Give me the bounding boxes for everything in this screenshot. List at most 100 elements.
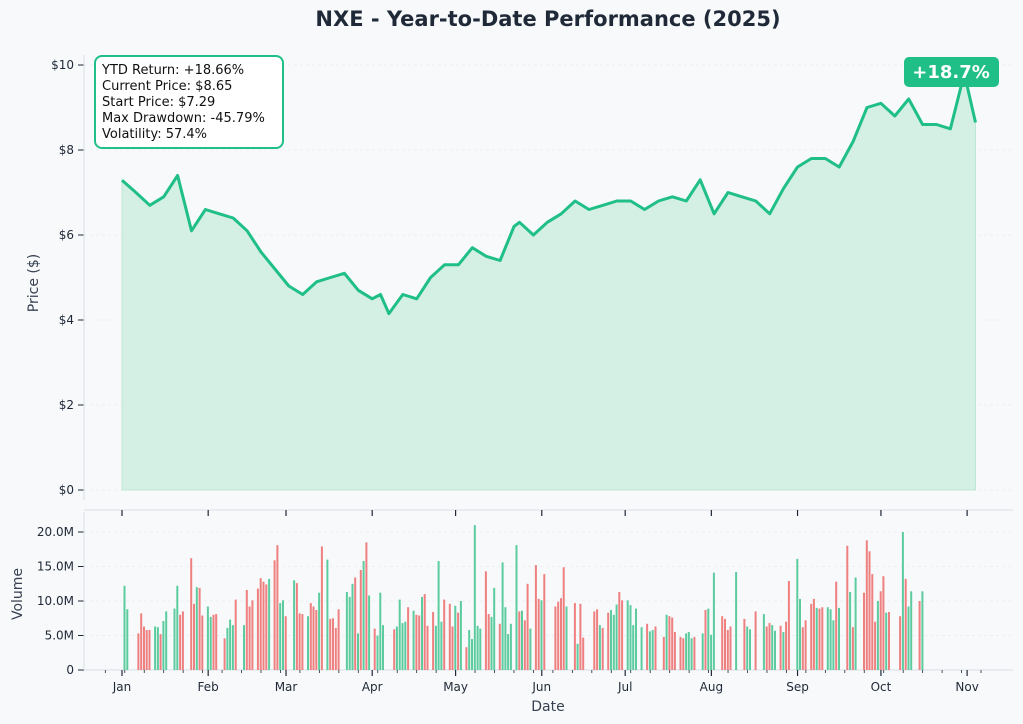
volume-bar <box>601 627 604 670</box>
volume-bar <box>229 619 232 670</box>
volume-bar <box>298 613 301 670</box>
chart-title: NXE - Year-to-Date Performance (2025) <box>315 7 780 31</box>
volume-bar <box>326 559 329 670</box>
volume-bar <box>398 599 401 670</box>
stats-max-drawdown: Max Drawdown: -45.79% <box>102 111 265 126</box>
volume-bar <box>376 635 379 670</box>
volume-bar <box>749 629 751 670</box>
volume-bar <box>243 625 245 670</box>
volume-bar <box>434 625 437 670</box>
volume-bar <box>209 616 212 670</box>
volume-bar <box>685 633 688 670</box>
volume-bar <box>401 623 404 670</box>
volume-bar <box>206 606 209 670</box>
price-tick-label: $0 <box>59 483 74 497</box>
volume-bar <box>871 574 874 670</box>
volume-y-axis-label: Volume <box>10 568 26 620</box>
volume-bar <box>473 525 476 670</box>
volume-bar <box>282 600 284 670</box>
volume-bar <box>821 607 824 670</box>
volume-bar <box>484 571 487 670</box>
volume-bar <box>885 612 888 670</box>
month-tick-label: Feb <box>198 680 219 694</box>
volume-bar <box>459 601 462 670</box>
volume-bar <box>487 614 490 670</box>
volume-bar <box>543 574 546 670</box>
volume-bar <box>373 628 376 670</box>
volume-bar <box>418 615 421 670</box>
volume-bar <box>785 621 788 670</box>
stats-box-frame <box>94 55 284 149</box>
volume-bar <box>629 605 632 670</box>
volume-bar <box>162 621 165 670</box>
volume-bar <box>245 590 248 670</box>
volume-bar <box>565 606 568 670</box>
volume-bar <box>851 627 854 670</box>
volume-bar <box>787 581 790 670</box>
volume-bar <box>651 630 654 670</box>
stats-start-price: Start Price: $7.29 <box>102 95 215 110</box>
volume-bar <box>476 625 479 670</box>
month-tick-label: Aug <box>700 680 723 694</box>
volume-bar <box>796 558 799 670</box>
volume-bar <box>515 545 518 670</box>
volume-bar <box>251 600 254 670</box>
volume-bar <box>173 608 176 670</box>
volume-bar <box>518 611 521 670</box>
volume-bar <box>612 614 615 670</box>
stats-volatility: Volatility: 57.4% <box>102 127 207 142</box>
volume-bar <box>865 540 868 670</box>
volume-bar <box>231 625 234 670</box>
volume-bar <box>904 578 907 670</box>
volume-bar <box>332 618 334 671</box>
month-tick-label: May <box>443 680 468 694</box>
volume-bar <box>309 603 312 670</box>
price-tick-label: $8 <box>59 143 74 157</box>
volume-bar <box>679 636 682 670</box>
volume-bar <box>582 637 585 670</box>
volume-bar <box>329 618 332 670</box>
volume-bar <box>440 621 443 670</box>
volume-bar <box>846 545 849 670</box>
volume-bar <box>507 634 510 670</box>
month-tick-label: Nov <box>955 680 978 694</box>
volume-bar <box>179 614 182 670</box>
volume-bar <box>635 608 637 670</box>
volume-bar <box>348 596 351 670</box>
volume-bar <box>198 587 201 670</box>
volume-bar <box>148 630 151 670</box>
volume-bar <box>337 609 340 670</box>
volume-bar <box>771 625 774 670</box>
volume-bar <box>724 618 726 670</box>
volume-bar <box>268 578 271 670</box>
volume-bar <box>640 627 643 670</box>
volume-bar <box>351 583 354 671</box>
volume-bar <box>593 611 596 670</box>
volume-bar <box>234 599 237 670</box>
return-badge-text: +18.7% <box>912 62 990 83</box>
volume-bar <box>443 599 446 670</box>
volume-bar <box>701 633 704 670</box>
volume-bar <box>838 607 840 670</box>
volume-bar <box>312 606 315 670</box>
volume-bar <box>826 607 829 670</box>
volume-bar <box>259 578 262 670</box>
volume-bar <box>156 627 159 670</box>
volume-bar <box>615 604 618 670</box>
month-tick-label: Jan <box>112 680 132 694</box>
volume-bar <box>918 601 921 670</box>
volume-bar <box>888 612 890 670</box>
price-tick-label: $6 <box>59 228 74 242</box>
volume-bar <box>921 591 924 670</box>
volume-bar <box>621 600 624 670</box>
volume-bar <box>690 638 693 670</box>
volume-bar <box>262 581 265 670</box>
volume-bar <box>779 625 782 670</box>
volume-bar <box>501 562 504 670</box>
volume-bar <box>648 631 651 670</box>
volume-bar <box>673 632 676 670</box>
volume-bar <box>365 542 368 670</box>
volume-bar <box>735 572 738 670</box>
volume-bar <box>334 627 337 670</box>
